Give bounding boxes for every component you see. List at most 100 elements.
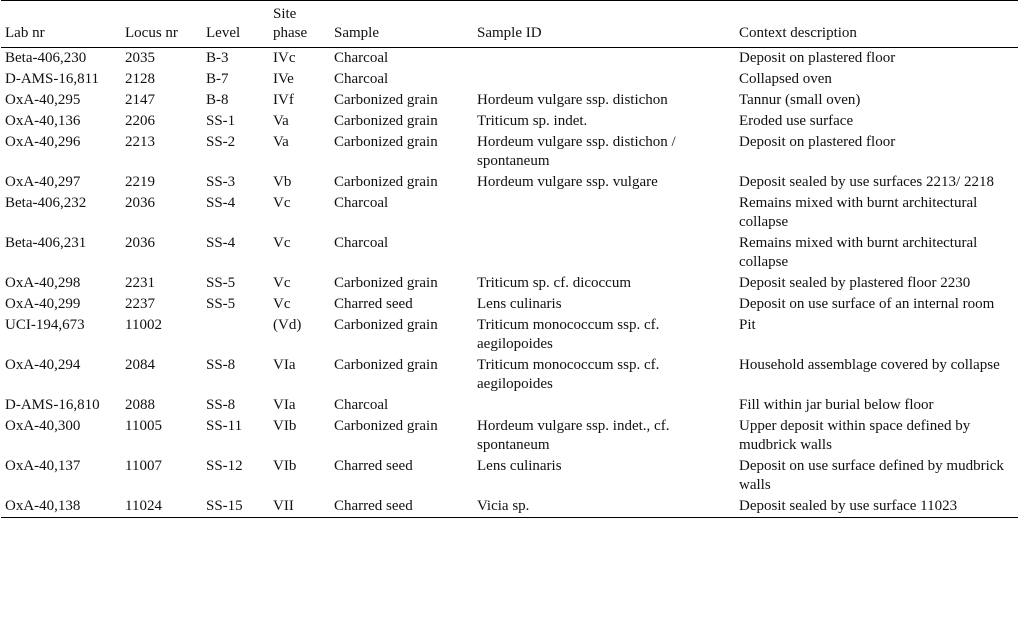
cell-sample-id: Triticum monococcum ssp. cf. aegilopoide… (477, 357, 660, 392)
cell-lab-nr: OxA-40,298 (5, 275, 81, 291)
cell-context-description: Upper deposit within space defined by mu… (739, 418, 971, 453)
cell-level: SS-12 (206, 458, 243, 474)
cell-lab-nr: Beta-406,230 (5, 50, 87, 66)
cell-sample-id: Vicia sp. (477, 498, 530, 514)
table-row: D-AMS-16,811 2128 B-7 IVe Charcoal Collapsed … (1, 69, 1018, 90)
cell-context-description: Fill within jar burial below floor (739, 397, 934, 413)
cell-level: B-3 (206, 50, 229, 66)
cell-lab-nr: Beta-406,231 (5, 235, 87, 251)
cell-lab-nr: OxA-40,136 (5, 113, 81, 129)
cell-site-phase: IVe (273, 71, 294, 87)
cell-sample: Carbonized grain (334, 92, 438, 108)
cell-locus-nr: 2206 (125, 113, 155, 129)
cell-lab-nr: OxA-40,300 (5, 418, 81, 434)
cell-sample-id: Lens culinaris (477, 296, 562, 312)
cell-site-phase: Vc (273, 296, 291, 312)
table-row: OxA-40,300 11005 SS-11 VIb Carbonized grain H… (1, 416, 1018, 456)
cell-site-phase: Va (273, 134, 289, 150)
cell-sample: Carbonized grain (334, 317, 438, 333)
cell-sample-id: Hordeum vulgare ssp. distichon (477, 92, 668, 108)
cell-level: SS-8 (206, 357, 236, 373)
cell-context-description: Deposit on plastered floor (739, 134, 896, 150)
cell-context-description: Deposit sealed by use surface 11023 (739, 498, 958, 514)
cell-sample: Carbonized grain (334, 275, 438, 291)
table-row: D-AMS-16,810 2088 SS-8 VIa Charcoal Fill with… (1, 395, 1018, 416)
cell-sample-id (473, 69, 735, 90)
table-row: OxA-40,294 2084 SS-8 VIa Carbonized grain Tri… (1, 355, 1018, 395)
cell-site-phase: Va (273, 113, 289, 129)
cell-level: SS-1 (206, 113, 236, 129)
cell-context-description: Deposit sealed by use surfaces 2213/ 221… (739, 174, 994, 190)
table-row: OxA-40,295 2147 B-8 IVf Carbonized grain Hord… (1, 90, 1018, 111)
cell-sample: Charcoal (334, 397, 389, 413)
cell-locus-nr: 2035 (125, 50, 155, 66)
cell-locus-nr: 11024 (125, 498, 162, 514)
cell-lab-nr: OxA-40,138 (5, 498, 81, 514)
table-row: Beta-406,230 2035 B-3 IVc Charcoal Deposit on… (1, 48, 1018, 70)
cell-lab-nr: OxA-40,297 (5, 174, 81, 190)
cell-locus-nr: 2088 (125, 397, 155, 413)
cell-context-description: Collapsed oven (739, 71, 832, 87)
cell-locus-nr: 11007 (125, 458, 162, 474)
cell-locus-nr: 11005 (125, 418, 162, 434)
cell-lab-nr: UCI-194,673 (5, 317, 85, 333)
cell-lab-nr: D-AMS-16,810 (5, 397, 100, 413)
table-row: UCI-194,673 11002 (Vd) Carbonized grain Trit… (1, 315, 1018, 355)
cell-sample-id: Triticum monococcum ssp. cf. aegilopoide… (477, 317, 660, 352)
header-locus-nr: Locus nr (125, 25, 178, 41)
cell-sample: Charcoal (334, 50, 389, 66)
cell-site-phase: VII (273, 498, 294, 514)
cell-level: SS-5 (206, 296, 236, 312)
cell-locus-nr: 2084 (125, 357, 155, 373)
cell-lab-nr: OxA-40,294 (5, 357, 81, 373)
cell-context-description: Pit (739, 317, 756, 333)
cell-context-description: Deposit on plastered floor (739, 50, 896, 66)
cell-sample-id: Triticum sp. indet. (477, 113, 588, 129)
cell-site-phase: IVc (273, 50, 296, 66)
cell-locus-nr: 2219 (125, 174, 155, 190)
cell-site-phase: VIa (273, 357, 296, 373)
table-body: Beta-406,230 2035 B-3 IVc Charcoal Deposit on… (1, 48, 1018, 518)
cell-context-description: Remains mixed with burnt architectural c… (739, 195, 978, 230)
cell-site-phase: Vb (273, 174, 292, 190)
cell-locus-nr: 2213 (125, 134, 155, 150)
cell-lab-nr: OxA-40,137 (5, 458, 81, 474)
cell-sample: Charred seed (334, 458, 413, 474)
table-row: OxA-40,136 2206 SS-1 Va Carbonized grain Trit… (1, 111, 1018, 132)
cell-site-phase: VIa (273, 397, 296, 413)
cell-sample-id (473, 395, 735, 416)
table-row: OxA-40,138 11024 SS-15 VII Charred seed Vicia… (1, 496, 1018, 518)
cell-context-description: Remains mixed with burnt architectural c… (739, 235, 978, 270)
cell-context-description: Household assemblage covered by collapse (739, 357, 1000, 373)
cell-level: SS-2 (206, 134, 236, 150)
cell-sample-id: Hordeum vulgare ssp. distichon / spontan… (477, 134, 676, 169)
cell-sample-id: Hordeum vulgare ssp. indet., cf. spontan… (477, 418, 670, 453)
cell-site-phase: VIb (273, 418, 297, 434)
cell-sample-id (473, 193, 735, 233)
header-context-description: Context description (739, 25, 857, 41)
cell-lab-nr: D-AMS-16,811 (5, 71, 100, 87)
cell-locus-nr: 2036 (125, 195, 155, 211)
cell-sample: Carbonized grain (334, 134, 438, 150)
cell-locus-nr: 2237 (125, 296, 155, 312)
cell-sample-id: Lens culinaris (477, 458, 562, 474)
cell-sample: Charcoal (334, 71, 389, 87)
cell-level: SS-15 (206, 498, 243, 514)
cell-lab-nr: OxA-40,295 (5, 92, 81, 108)
cell-context-description: Deposit sealed by plastered floor 2230 (739, 275, 971, 291)
cell-sample-id (473, 48, 735, 70)
cell-level: SS-3 (206, 174, 236, 190)
cell-lab-nr: Beta-406,232 (5, 195, 87, 211)
cell-sample-id: Hordeum vulgare ssp. vulgare (477, 174, 658, 190)
header-level: Level (206, 25, 241, 41)
cell-site-phase: (Vd) (273, 317, 302, 333)
cell-context-description: Deposit on use surface of an internal ro… (739, 296, 995, 312)
header-row: Lab nr Locus nr Level Site phase Sample … (1, 0, 1018, 48)
header-sample-id: Sample ID (477, 25, 542, 41)
header-site-phase: Site phase (273, 6, 308, 41)
cell-level: B-8 (206, 92, 229, 108)
cell-sample: Carbonized grain (334, 174, 438, 190)
cell-sample: Charcoal (334, 195, 389, 211)
cell-level: SS-11 (206, 418, 243, 434)
cell-level (202, 315, 269, 355)
